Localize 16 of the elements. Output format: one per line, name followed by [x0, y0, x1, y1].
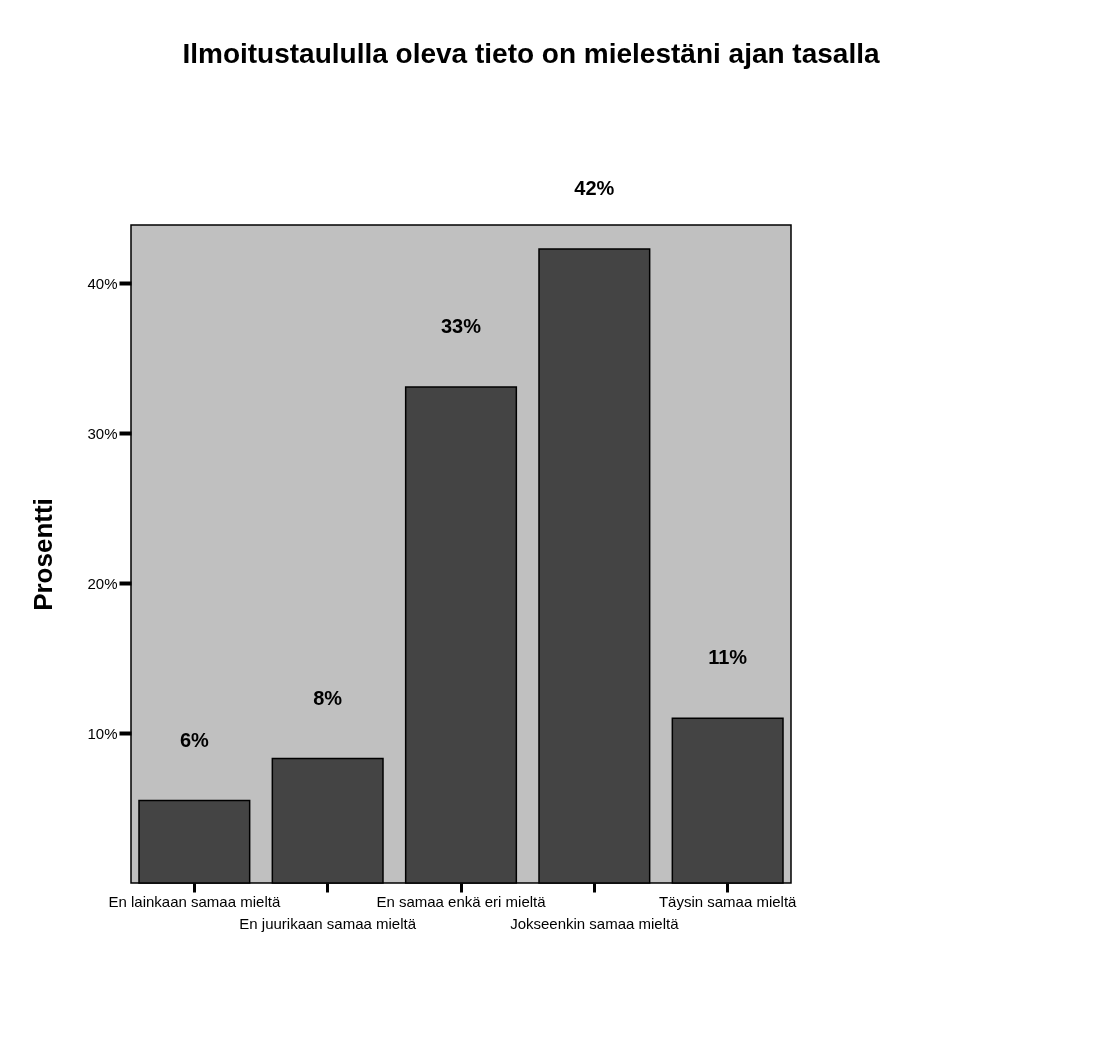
y-axis-title: Prosentti	[28, 498, 59, 611]
data-label: 8%	[313, 686, 343, 709]
chart-title: Ilmoitustaululla oleva tieto on mielestäni ajan tasalla	[182, 37, 880, 69]
data-label: 6%	[179, 728, 209, 751]
x-tick-label: En juurikaan samaa mieltä	[239, 914, 417, 932]
data-label: 11%	[708, 646, 748, 669]
data-label: 42%	[574, 176, 615, 199]
x-tick-label: Jokseenkin samaa mieltä	[510, 914, 680, 932]
data-label: 33%	[440, 314, 482, 337]
x-tick-label: Täysin samaa mieltä	[658, 892, 798, 910]
y-tick-label: 20%	[87, 574, 118, 592]
y-tick-label: 40%	[87, 274, 118, 292]
x-tick-label: En samaa enkä eri mieltä	[376, 892, 547, 910]
x-tick-label: En lainkaan samaa mieltä	[108, 892, 281, 910]
y-tick-label: 10%	[87, 724, 118, 742]
y-tick-label: 30%	[87, 424, 118, 442]
